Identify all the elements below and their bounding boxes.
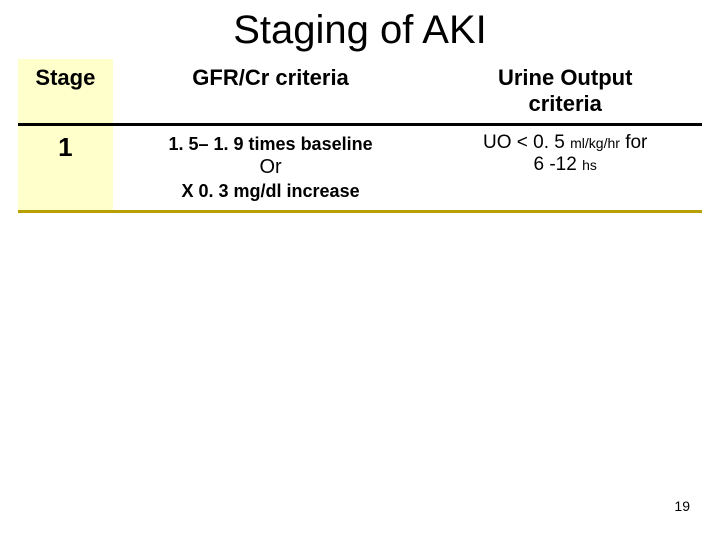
urine-post: for [620,132,647,153]
cell-stage: 1 [18,125,113,212]
slide-title: Staging of AKI [18,8,702,53]
cell-gfr: 1. 5– 1. 9 times baseline Or X 0. 3 mg/d… [113,125,429,212]
urine-l2a: 6 -12 [534,154,583,175]
page-number: 19 [674,498,690,514]
gfr-line-1: 1. 5– 1. 9 times baseline [121,132,421,156]
urine-line-2: 6 -12 hs [436,154,694,176]
cell-urine: UO < 0. 5 ml/kg/hr for 6 -12 hs [428,125,702,212]
table-header-row: Stage GFR/Cr criteria Urine Output crite… [18,59,702,125]
urine-l2b: hs [582,157,597,173]
col-header-stage: Stage [18,59,113,125]
gfr-or: Or [121,156,421,179]
urine-unit: ml/kg/hr [570,135,620,151]
urine-pre: UO < 0. 5 [483,132,570,153]
table-row: 1 1. 5– 1. 9 times baseline Or X 0. 3 mg… [18,125,702,212]
col-header-urine-l2: criteria [529,91,602,116]
aki-staging-table: Stage GFR/Cr criteria Urine Output crite… [18,59,702,213]
col-header-urine: Urine Output criteria [428,59,702,125]
col-header-urine-l1: Urine Output [498,65,632,90]
gfr-line-2: X 0. 3 mg/dl increase [121,179,421,203]
urine-line-1: UO < 0. 5 ml/kg/hr for [436,132,694,154]
col-header-gfr: GFR/Cr criteria [113,59,429,125]
